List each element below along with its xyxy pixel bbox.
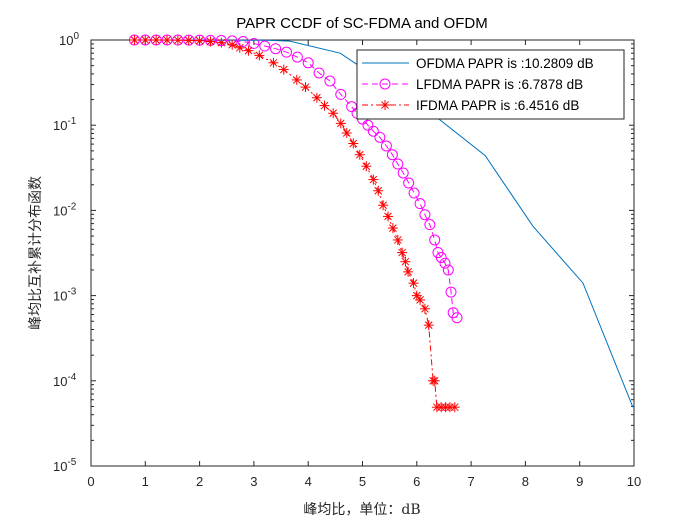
circle-marker <box>424 219 436 231</box>
asterisk-marker <box>254 50 265 61</box>
asterisk-marker <box>311 92 322 103</box>
asterisk-marker <box>341 127 352 138</box>
x-tick-label: 3 <box>250 474 257 489</box>
circle-marker <box>429 234 441 246</box>
x-tick-label: 1 <box>142 474 149 489</box>
plot-area <box>128 34 634 413</box>
asterisk-marker <box>227 39 238 50</box>
x-tick-label: 2 <box>196 474 203 489</box>
circle-marker <box>392 158 404 170</box>
x-tick-label: 8 <box>522 474 529 489</box>
asterisk-marker <box>348 138 359 149</box>
x-tick-label: 10 <box>627 474 641 489</box>
circle-marker <box>408 187 420 199</box>
y-tick-label: 10-3 <box>53 287 77 304</box>
asterisk-marker <box>368 174 379 185</box>
x-tick-label: 6 <box>413 474 420 489</box>
asterisk-marker <box>361 161 372 172</box>
circle-marker <box>259 40 271 52</box>
asterisk-marker <box>419 303 430 314</box>
x-tick-label: 5 <box>359 474 366 489</box>
legend-label: IFDMA PAPR is :6.4516 dB <box>416 98 579 113</box>
asterisk-marker <box>234 42 245 53</box>
asterisk-marker <box>400 256 411 267</box>
legend-label: LFDMA PAPR is :6.7878 dB <box>416 77 583 92</box>
asterisk-marker <box>449 402 460 413</box>
circle-marker <box>414 198 426 210</box>
asterisk-marker <box>378 200 389 211</box>
asterisk-marker <box>129 35 140 45</box>
y-tick-label: 10-2 <box>53 201 77 218</box>
asterisk-marker <box>151 35 162 46</box>
asterisk-marker <box>243 45 254 56</box>
asterisk-marker <box>278 64 289 75</box>
asterisk-marker <box>411 290 422 301</box>
asterisk-marker <box>354 149 365 160</box>
circle-marker <box>374 131 386 143</box>
asterisk-marker <box>319 100 330 111</box>
asterisk-marker <box>268 57 279 68</box>
x-tick-label: 7 <box>467 474 474 489</box>
circle-marker <box>335 88 347 100</box>
chart-title: PAPR CCDF of SC-FDMA and OFDM <box>236 15 487 32</box>
legend: OFDMA PAPR is :10.2809 dB LFDMA PAPR is :… <box>356 49 625 120</box>
circle-marker <box>451 312 463 324</box>
asterisk-marker <box>172 35 183 46</box>
circle-marker <box>397 167 409 179</box>
asterisk-marker <box>162 35 173 46</box>
x-tick-label: 4 <box>305 474 312 489</box>
legend-box <box>356 49 625 120</box>
asterisk-marker <box>328 108 339 119</box>
circle-marker <box>313 67 325 79</box>
y-tick-label: 10-5 <box>53 457 77 474</box>
asterisk-marker <box>387 223 398 234</box>
circle-marker <box>445 286 457 298</box>
asterisk-marker <box>300 82 311 93</box>
asterisk-marker <box>380 100 390 110</box>
circle-marker <box>367 125 379 137</box>
x-tick-label: 9 <box>576 474 583 489</box>
y-axis-label: 峰均比互补累计分布函数 <box>28 176 44 330</box>
circle-marker <box>270 43 282 55</box>
circle-marker <box>291 51 303 63</box>
circle-marker <box>380 140 392 152</box>
asterisk-marker <box>373 185 384 196</box>
circle-marker <box>379 78 391 90</box>
asterisk-marker <box>183 35 194 46</box>
circle-marker <box>403 177 415 189</box>
asterisk-marker <box>383 211 394 222</box>
asterisk-marker <box>194 35 205 46</box>
circle-marker <box>324 75 336 87</box>
asterisk-marker <box>408 278 419 289</box>
circle-marker <box>435 252 447 264</box>
asterisk-marker <box>216 37 227 48</box>
asterisk-marker <box>291 74 302 85</box>
legend-label: OFDMA PAPR is :10.2809 dB <box>416 56 594 71</box>
circle-marker <box>280 46 292 58</box>
x-tick-label: 0 <box>87 474 94 489</box>
asterisk-marker <box>397 247 408 258</box>
y-tick-label: 10-1 <box>53 116 77 133</box>
asterisk-marker <box>335 118 346 129</box>
asterisk-marker <box>423 320 434 331</box>
circle-marker <box>419 209 431 221</box>
circle-marker <box>442 264 454 276</box>
circle-marker <box>248 37 260 49</box>
asterisk-marker <box>140 35 151 45</box>
circle-marker <box>439 257 451 269</box>
asterisk-marker <box>429 375 440 386</box>
circle-marker <box>302 57 314 69</box>
x-axis-label: 峰均比，单位：dB <box>303 502 420 518</box>
circle-marker <box>362 119 374 131</box>
y-tick-label: 100 <box>59 31 79 48</box>
circle-marker <box>237 36 249 48</box>
asterisk-marker <box>392 234 403 245</box>
asterisk-marker <box>403 266 414 277</box>
y-tick-label: 10-4 <box>53 372 77 389</box>
circle-marker <box>386 149 398 161</box>
asterisk-marker <box>205 36 216 47</box>
asterisk-marker <box>415 294 426 305</box>
